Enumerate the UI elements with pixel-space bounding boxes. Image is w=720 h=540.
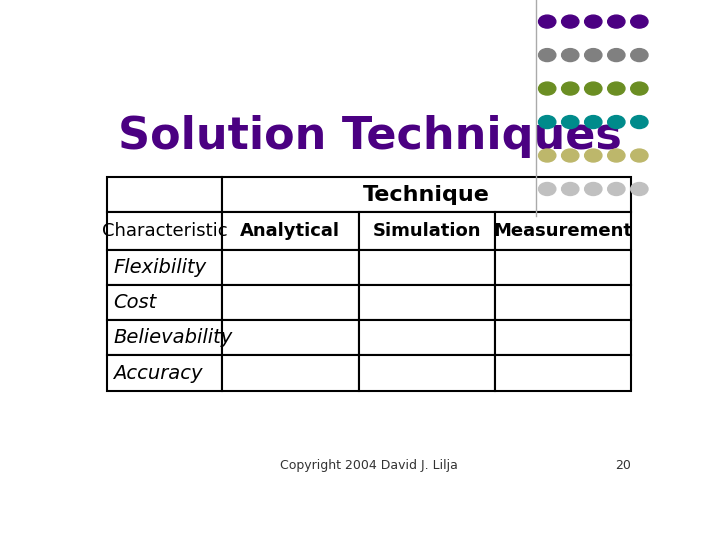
Bar (359, 250, 495, 285)
Text: Solution Techniques: Solution Techniques (118, 114, 622, 158)
Text: Copyright 2004 David J. Lilja: Copyright 2004 David J. Lilja (280, 460, 458, 472)
Bar (107, 250, 222, 285)
Bar (222, 320, 359, 355)
Bar (359, 212, 495, 250)
Text: Cost: Cost (114, 293, 157, 312)
Text: Accuracy: Accuracy (114, 363, 203, 382)
Text: 20: 20 (616, 460, 631, 472)
Bar (495, 285, 631, 320)
Bar (222, 250, 359, 285)
Text: Analytical: Analytical (240, 222, 341, 240)
Text: Characteristic: Characteristic (102, 222, 228, 240)
Bar (222, 177, 631, 212)
Bar (495, 355, 631, 390)
Bar (222, 212, 359, 250)
Text: Flexibility: Flexibility (114, 258, 207, 277)
Bar (222, 355, 359, 390)
Bar (222, 285, 359, 320)
Bar (495, 320, 631, 355)
Text: Technique: Technique (364, 185, 490, 205)
Bar (495, 250, 631, 285)
Bar (107, 355, 222, 390)
Text: Simulation: Simulation (372, 222, 481, 240)
Bar (359, 285, 495, 320)
Bar (107, 177, 222, 212)
Bar (107, 212, 222, 250)
Bar (359, 355, 495, 390)
Bar (359, 320, 495, 355)
Bar (107, 285, 222, 320)
Text: Measurement: Measurement (494, 222, 633, 240)
Bar (495, 212, 631, 250)
Bar (107, 320, 222, 355)
Text: Believability: Believability (114, 328, 233, 347)
